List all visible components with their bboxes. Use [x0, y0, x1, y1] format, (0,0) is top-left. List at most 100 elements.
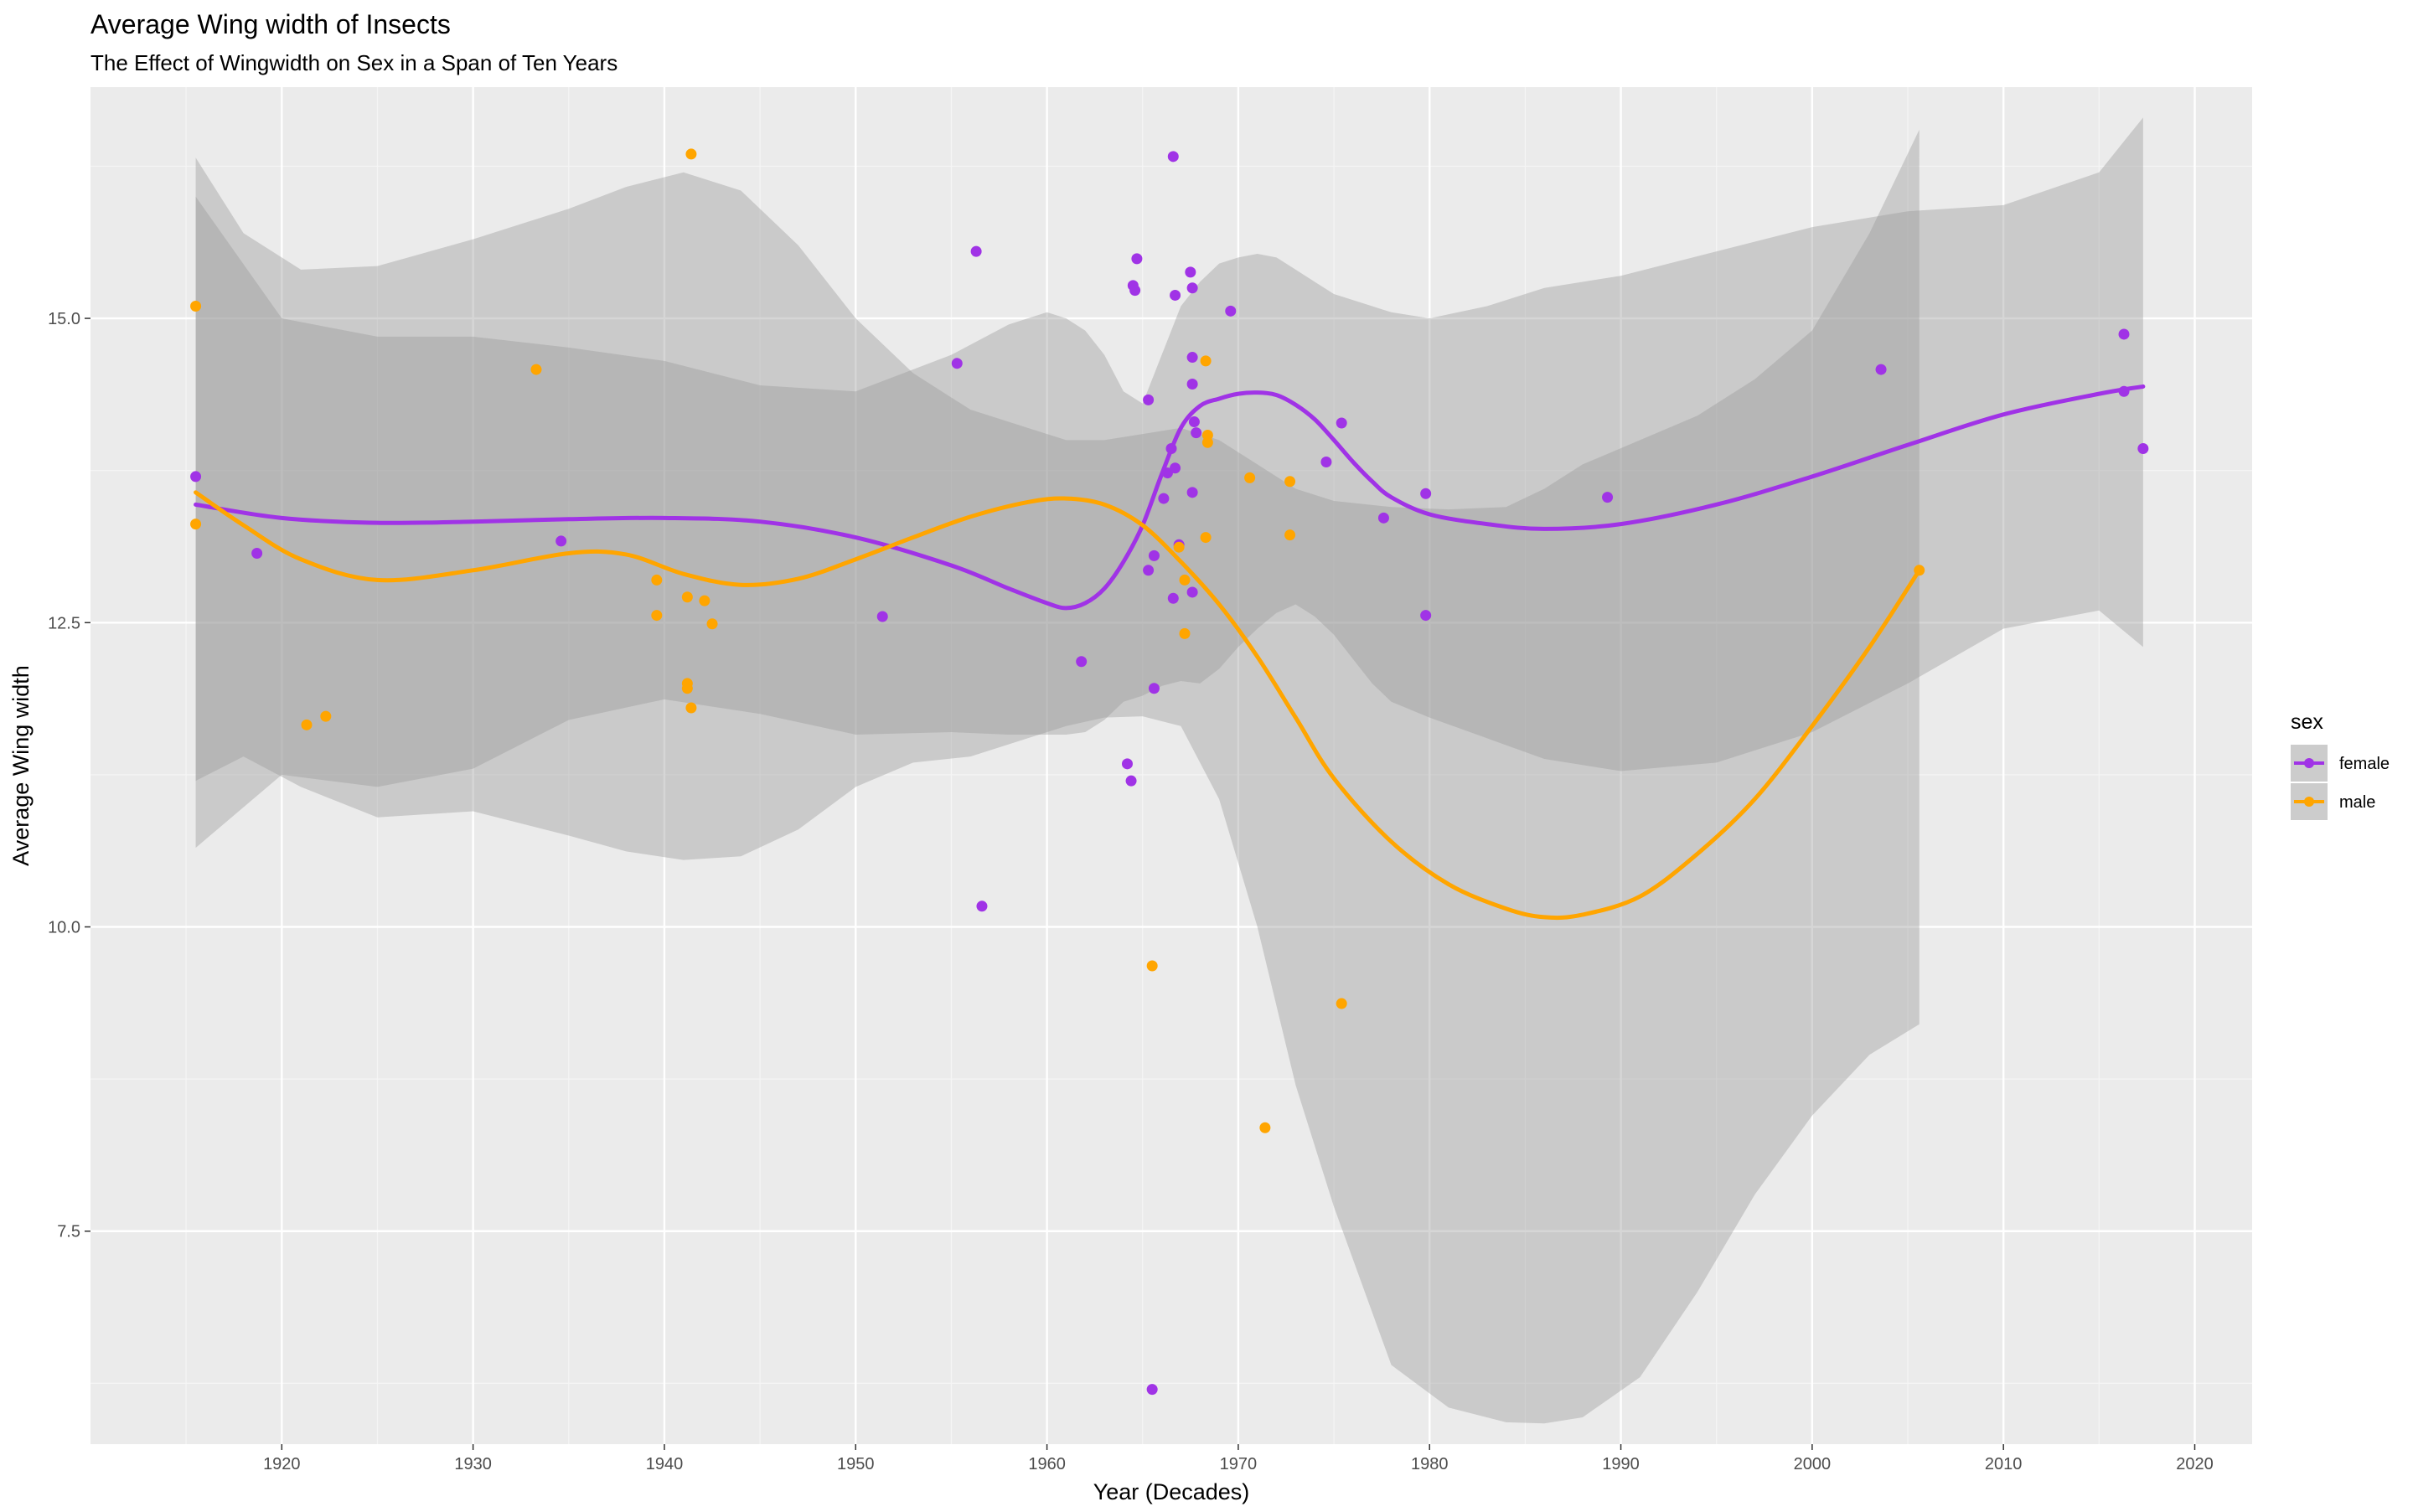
male-confidence-band	[195, 129, 1920, 1424]
y-axis-title: Average Wing width	[8, 665, 34, 866]
female-data-point	[1320, 456, 1332, 467]
male-data-point	[1259, 1122, 1271, 1133]
data-points	[190, 148, 2149, 1396]
male-data-point	[301, 719, 313, 730]
female-data-point	[1167, 592, 1179, 604]
female-data-point	[1420, 488, 1432, 499]
female-data-point	[1875, 364, 1887, 375]
male-data-point	[1146, 960, 1158, 972]
x-tick-label: 1940	[646, 1455, 684, 1473]
male-data-point	[699, 595, 710, 606]
male-data-point	[530, 364, 542, 375]
x-tick-label: 1960	[1028, 1455, 1066, 1473]
female-data-point	[1131, 253, 1143, 265]
x-tick-label: 1920	[263, 1455, 301, 1473]
female-data-point	[190, 471, 202, 482]
female-data-point	[2118, 328, 2130, 340]
male-data-point	[190, 301, 202, 312]
female-data-point	[1186, 487, 1198, 498]
x-tick-label: 1950	[837, 1455, 875, 1473]
male-data-point	[1244, 472, 1256, 483]
y-axis: 7.5 10.0 12.5 15.0	[48, 310, 90, 1241]
y-tick-label: 15.0	[48, 310, 80, 328]
legend-label-female: female	[2339, 755, 2390, 773]
female-data-point	[2137, 443, 2149, 455]
minor-gridlines	[90, 87, 2252, 1444]
male-data-point	[1200, 532, 1212, 544]
female-data-point	[1143, 394, 1155, 405]
plot-panel	[90, 87, 2252, 1444]
female-data-point	[1146, 1384, 1158, 1396]
male-data-point	[1173, 541, 1185, 553]
x-axis-title: Year (Decades)	[1093, 1479, 1250, 1504]
female-data-point	[1225, 305, 1237, 317]
female-data-point	[1170, 289, 1181, 301]
male-data-point	[685, 702, 697, 714]
female-data-point	[1186, 379, 1198, 390]
female-data-point	[1121, 758, 1133, 770]
male-data-point	[651, 574, 663, 586]
male-data-point	[1201, 436, 1213, 448]
legend: sex female male	[2291, 710, 2390, 820]
x-tick-label: 2000	[1794, 1455, 1832, 1473]
female-data-point	[1158, 493, 1170, 504]
male-data-point	[1179, 627, 1191, 639]
female-data-point	[555, 535, 567, 547]
female-data-point	[1188, 416, 1200, 428]
female-data-point	[1170, 462, 1181, 474]
male-data-point	[651, 610, 663, 622]
confidence-bands	[195, 117, 2143, 1424]
female-data-point	[1602, 492, 1614, 503]
legend-label-male: male	[2339, 793, 2375, 812]
male-data-point	[685, 148, 697, 160]
male-data-point	[1200, 355, 1212, 367]
x-axis: 1920 1930 1940 1950 1960 1970 1980 1990 2000 2010…	[263, 1444, 2214, 1473]
female-data-point	[1377, 512, 1389, 524]
female-smooth-line	[194, 384, 2146, 611]
smooth-lines	[194, 384, 2146, 921]
female-data-point	[1186, 586, 1198, 598]
female-data-point	[1186, 282, 1198, 294]
y-tick-label: 7.5	[57, 1223, 80, 1241]
female-data-point	[1125, 775, 1137, 787]
x-tick-label: 1990	[1602, 1455, 1640, 1473]
male-data-point	[1336, 998, 1347, 1009]
female-data-point	[951, 358, 963, 369]
female-data-point	[1191, 427, 1202, 439]
female-data-point	[1186, 352, 1198, 364]
x-tick-label: 2010	[1985, 1455, 2023, 1473]
female-data-point	[976, 900, 988, 912]
y-tick-label: 12.5	[48, 614, 80, 632]
chart-title: Average Wing width of Insects	[90, 9, 451, 39]
male-data-point	[706, 618, 718, 630]
female-data-point	[1148, 550, 1160, 561]
female-confidence-band	[195, 117, 2143, 849]
female-data-point	[970, 245, 982, 257]
female-data-point	[1185, 266, 1196, 278]
female-data-point	[1129, 285, 1141, 297]
male-data-point	[190, 519, 202, 530]
female-data-point	[1143, 565, 1155, 576]
x-tick-label: 1980	[1411, 1455, 1449, 1473]
x-tick-label: 1930	[454, 1455, 492, 1473]
y-tick-label: 10.0	[48, 919, 80, 937]
major-gridlines	[90, 87, 2252, 1444]
x-tick-label: 2020	[2176, 1455, 2214, 1473]
female-data-point	[1167, 151, 1179, 163]
male-data-point	[1284, 476, 1296, 488]
female-data-point	[1420, 610, 1432, 622]
female-data-point	[251, 547, 263, 559]
female-data-point	[1148, 683, 1160, 694]
male-data-point	[681, 683, 693, 694]
male-data-point	[1179, 574, 1191, 586]
female-data-point	[1336, 417, 1347, 429]
male-data-point	[320, 710, 332, 722]
legend-title: sex	[2291, 710, 2323, 734]
male-data-point	[681, 591, 693, 603]
legend-key-female-point	[2304, 758, 2314, 768]
legend-key-male-point	[2304, 797, 2314, 807]
chart-subtitle: The Effect of Wingwidth on Sex in a Span…	[90, 50, 617, 75]
male-smooth-line	[194, 490, 1922, 921]
